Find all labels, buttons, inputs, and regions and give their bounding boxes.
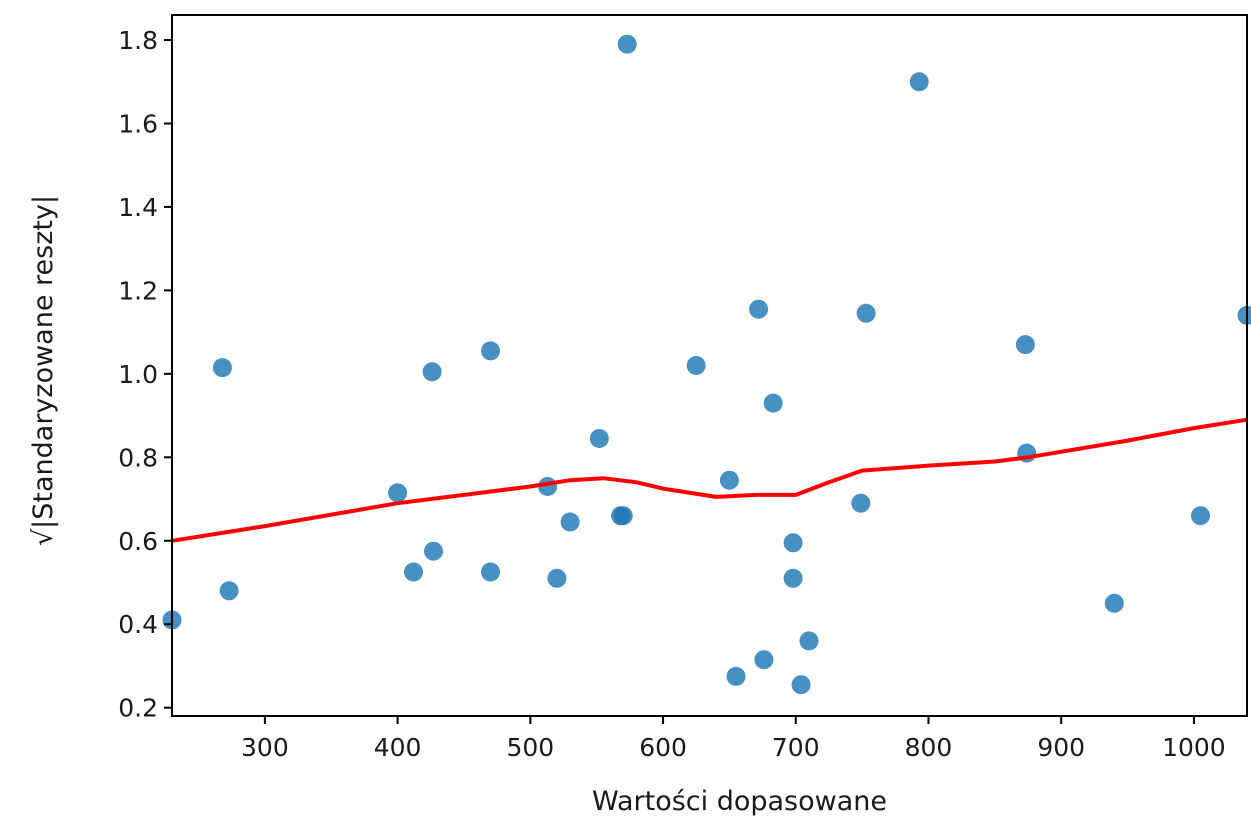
x-tick-label: 700 xyxy=(772,733,820,762)
scatter-point xyxy=(686,356,706,375)
x-axis-label: Wartości dopasowane xyxy=(592,786,887,817)
scatter-point xyxy=(856,303,876,323)
x-tick-label: 600 xyxy=(639,733,687,762)
y-tick-label: 0.6 xyxy=(118,527,158,556)
y-tick-label: 1.0 xyxy=(118,360,158,389)
scatter-points xyxy=(162,34,1251,695)
y-tick-label: 1.2 xyxy=(118,276,158,305)
scatter-point xyxy=(481,341,500,361)
scatter-point xyxy=(613,506,633,526)
y-tick-label: 1.8 xyxy=(118,26,158,55)
x-tick-label: 500 xyxy=(506,733,554,762)
x-tick-label: 1000 xyxy=(1162,733,1226,762)
lowess-trend-line xyxy=(171,417,1248,543)
y-axis-label: √|Standaryzowane reszty| xyxy=(28,195,59,546)
plot-frame xyxy=(171,14,1248,717)
scatter-point xyxy=(404,562,423,582)
scatter-point xyxy=(422,362,442,382)
scatter-point xyxy=(726,666,746,686)
y-tick-label: 0.4 xyxy=(118,610,158,639)
scatter-point xyxy=(749,299,769,319)
scatter-point xyxy=(560,512,580,532)
scatter-point xyxy=(617,34,637,54)
x-tick-label: 900 xyxy=(1037,733,1085,762)
scatter-point xyxy=(547,568,567,588)
y-tick-label: 1.4 xyxy=(118,193,158,222)
y-tick-label: 1.6 xyxy=(118,109,158,138)
scatter-point xyxy=(909,72,929,92)
scatter-point xyxy=(219,581,239,601)
scatter-point xyxy=(424,541,443,561)
scatter-point xyxy=(763,393,783,413)
x-axis: 300 400 500 600 700 800 900 1000 xyxy=(241,716,1226,762)
scatter-point xyxy=(212,358,232,378)
x-tick-label: 300 xyxy=(241,733,289,762)
y-axis: 0.2 0.4 0.6 0.8 1.0 1.2 1.4 1.6 1.8 xyxy=(118,26,172,723)
scatter-point xyxy=(719,470,739,490)
scatter-point xyxy=(1104,593,1124,613)
y-tick-label: 0.2 xyxy=(118,694,158,723)
scatter-point xyxy=(589,429,609,448)
y-tick-label: 0.8 xyxy=(118,443,158,472)
scatter-point xyxy=(783,568,803,588)
scatter-point xyxy=(851,493,871,513)
scatter-point xyxy=(1191,506,1210,526)
scatter-point xyxy=(1015,335,1035,355)
scatter-point xyxy=(799,631,819,651)
x-tick-label: 400 xyxy=(374,733,422,762)
x-tick-label: 800 xyxy=(905,733,953,762)
scatter-point xyxy=(388,483,408,503)
scatter-point xyxy=(754,650,774,670)
scatter-point xyxy=(783,533,803,553)
scatter-point xyxy=(791,675,811,695)
scatter-point xyxy=(1237,305,1251,325)
scatter-point xyxy=(481,562,500,582)
